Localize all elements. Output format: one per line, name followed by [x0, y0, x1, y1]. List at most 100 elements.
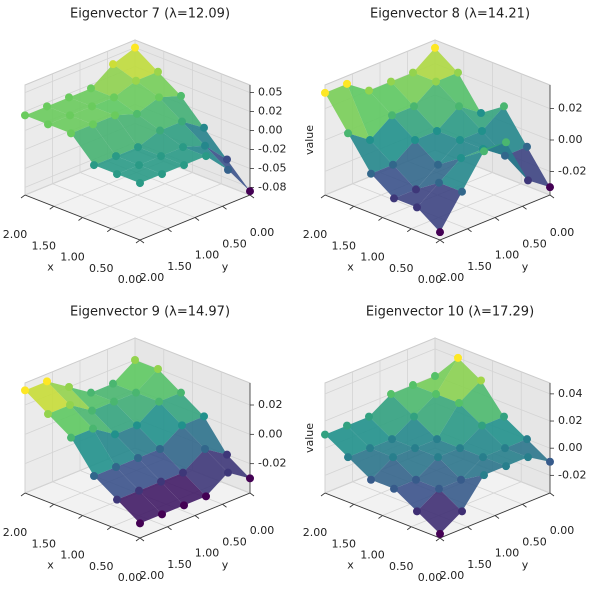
chart-title: Eigenvector 8 (λ=14.21): [370, 7, 530, 22]
data-point: [389, 160, 397, 169]
y-axis-label: y: [222, 261, 229, 274]
x-tick-label: 1.00: [60, 549, 85, 562]
surface-patch: [92, 97, 137, 116]
surface-patch: [161, 147, 206, 166]
data-point: [200, 412, 208, 421]
surface-patch: [137, 97, 182, 131]
surface-patch: [325, 83, 370, 140]
tick-mark: [167, 228, 172, 233]
data-point: [387, 390, 395, 399]
surface-patch: [117, 165, 162, 184]
data-point: [131, 356, 139, 364]
data-point: [90, 161, 98, 170]
y-axis-line: [439, 492, 551, 539]
surface-patch: [136, 71, 181, 98]
data-point: [154, 365, 162, 373]
x-tick-label: 0.50: [389, 262, 414, 275]
surface-patch: [417, 182, 462, 233]
x-tick-label: 0.50: [89, 262, 114, 275]
data-point: [134, 143, 142, 152]
surface-patch: [69, 387, 114, 411]
data-point: [321, 430, 329, 439]
data-point: [132, 388, 140, 397]
subplot: Eigenvector 7 (λ=12.09)0.000.501.001.502…: [3, 7, 316, 287]
data-point: [436, 529, 444, 538]
data-point: [66, 401, 74, 409]
data-point: [157, 152, 165, 161]
surface-patch: [438, 140, 483, 165]
tick-mark: [49, 205, 54, 210]
tick-mark: [494, 217, 500, 221]
data-point: [88, 102, 96, 111]
surface-patch: [483, 142, 528, 181]
x-tick-label: 2.00: [303, 526, 328, 539]
chart-title: Eigenvector 10 (λ=17.29): [366, 305, 534, 320]
x-axis-line: [24, 194, 141, 241]
data-point: [388, 111, 396, 120]
z-axis-label: value: [303, 423, 316, 453]
surface-patch: [392, 416, 437, 449]
y-axis-line: [139, 194, 251, 241]
data-point: [88, 406, 96, 415]
tick-mark: [222, 205, 227, 210]
subplot: Eigenvector 10 (λ=17.29)0.000.501.001.50…: [303, 305, 587, 585]
surface-patch: [459, 106, 504, 131]
z-tick-label: 0.02: [258, 398, 283, 411]
data-point: [111, 111, 119, 120]
y-tick-label: 0.50: [522, 237, 547, 250]
chart-title: Eigenvector 9 (λ=14.97): [70, 305, 230, 320]
data-point: [44, 120, 52, 129]
data-point: [66, 111, 74, 120]
data-point: [112, 463, 120, 471]
data-point: [457, 154, 465, 162]
surface-patch: [416, 158, 461, 190]
surface-patch: [413, 47, 458, 82]
surface-patch: [47, 381, 92, 411]
surface-patch: [160, 425, 205, 473]
data-point: [455, 102, 463, 111]
chart-title: Eigenvector 7 (λ=12.09): [70, 7, 230, 22]
surface-patch: [91, 64, 136, 98]
surface-patch: [505, 439, 550, 462]
z-tick-label: 0.00: [258, 427, 283, 440]
data-point: [65, 383, 73, 391]
surface-patch: [437, 106, 482, 140]
y-tick-label: 1.00: [195, 249, 220, 262]
data-point: [21, 111, 29, 120]
y-tick-label: 0.00: [550, 226, 575, 239]
data-point: [67, 433, 75, 442]
data-point: [479, 453, 487, 462]
surface-patch: [71, 124, 116, 166]
y-tick-label: 1.00: [495, 547, 520, 560]
data-point: [432, 77, 440, 86]
data-point: [413, 203, 421, 212]
data-point: [134, 454, 142, 462]
data-point: [367, 475, 375, 484]
data-point: [500, 412, 508, 421]
tick-mark: [439, 239, 445, 244]
data-point: [21, 386, 29, 395]
z-tick-label: -0.05: [258, 161, 286, 174]
surface-patch: [92, 401, 137, 435]
data-point: [112, 152, 120, 161]
data-point: [344, 453, 352, 462]
data-point: [410, 412, 418, 421]
data-point: [135, 486, 143, 495]
surface-patch: [160, 121, 205, 148]
tick-mark: [494, 515, 500, 519]
surface-patch: [371, 457, 416, 489]
data-point: [132, 76, 140, 85]
tick-mark: [249, 194, 255, 199]
data-point: [65, 93, 73, 102]
x-tick-label: 2.00: [303, 228, 328, 241]
x-axis-label: x: [47, 261, 54, 274]
data-point: [157, 477, 165, 486]
grid-line: [134, 47, 251, 93]
tick-mark: [78, 217, 83, 221]
grid-line: [52, 183, 168, 230]
surface-patch: [139, 156, 184, 175]
tick-mark: [435, 537, 441, 542]
surface-patch: [116, 458, 161, 491]
surface-patch: [113, 360, 158, 393]
data-point: [387, 77, 395, 86]
